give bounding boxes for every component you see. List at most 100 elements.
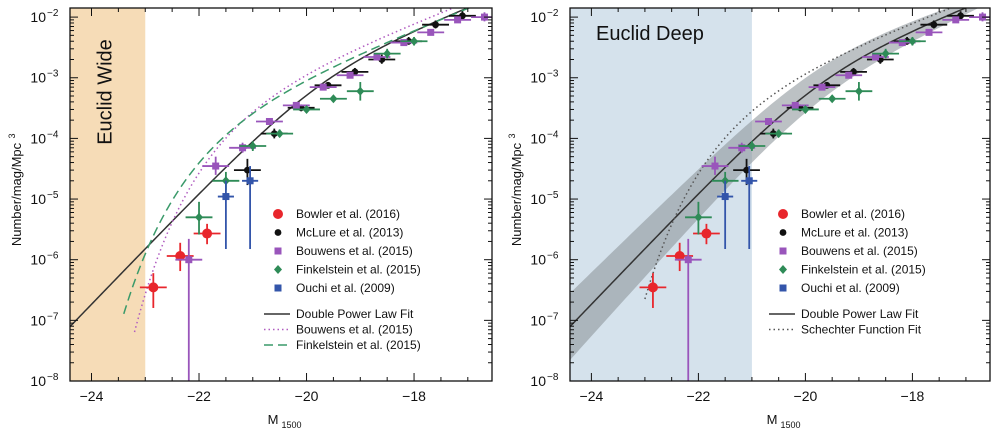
marker (828, 94, 837, 104)
marker (319, 83, 327, 91)
data-point (373, 48, 401, 59)
y-tick-label: 10 (530, 191, 546, 207)
legend-marker (779, 229, 787, 236)
data-point (256, 117, 283, 125)
data-point (336, 71, 364, 79)
series-2 (233, 11, 476, 186)
legend-marker (273, 209, 283, 219)
chart-panel-2: −24 −22 −20 −1810−810−710−610−510−410−310−2… (507, 7, 991, 430)
data-point (738, 141, 766, 151)
data-point (400, 36, 428, 46)
fit-line-2 (133, 8, 456, 333)
series-3 (674, 12, 990, 381)
marker (774, 129, 783, 139)
legend: Bowler et al. (2016) McLure et al. (2013)… (264, 207, 421, 352)
marker (246, 177, 254, 185)
marker (818, 83, 826, 91)
marker (244, 166, 251, 174)
marker (745, 177, 753, 185)
marker (674, 251, 685, 262)
y-axis-label: Number/mag/Mpc (9, 142, 24, 246)
data-point (818, 94, 846, 104)
y-axis-label-superscript: 3 (7, 133, 17, 138)
legend-marker (779, 247, 787, 255)
legend-marker (274, 229, 282, 236)
data-point (792, 104, 819, 114)
data-point (717, 180, 734, 250)
marker (400, 39, 408, 47)
data-point (266, 129, 294, 139)
marker (292, 101, 300, 109)
marker (908, 36, 917, 46)
marker (738, 144, 746, 152)
data-point (639, 273, 667, 308)
data-point (448, 11, 476, 20)
data-point (915, 28, 943, 36)
legend-marker (274, 265, 282, 274)
marker (239, 144, 247, 152)
series-4 (185, 36, 428, 235)
marker (346, 71, 354, 79)
y-tick-label: 10 (530, 373, 546, 389)
data-point (217, 180, 234, 250)
series-2 (733, 11, 974, 186)
x-tick-label: −20 (295, 388, 319, 404)
data-point (947, 11, 974, 20)
marker (711, 162, 719, 170)
legend-label: Bouwens et al. (2015) (296, 323, 413, 337)
axes-frame (69, 7, 493, 382)
data-point (808, 83, 836, 91)
data-point (899, 36, 926, 46)
data-point (319, 94, 347, 104)
y-tick-label: 10 (30, 9, 46, 25)
y-tick-exponent: −6 (47, 251, 59, 262)
marker (694, 212, 703, 222)
y-tick-exponent: −5 (47, 190, 59, 201)
data-point (835, 71, 863, 79)
data-point (674, 238, 702, 381)
y-tick-exponent: −7 (547, 311, 559, 322)
y-tick-exponent: −8 (547, 372, 559, 383)
marker (265, 117, 273, 125)
marker (898, 39, 906, 47)
legend-label: Finkelstein et al. (2015) (296, 263, 421, 277)
y-tick-exponent: −2 (547, 8, 559, 19)
marker (383, 49, 392, 59)
y-tick-exponent: −8 (47, 372, 59, 383)
marker (427, 28, 435, 36)
data-point (755, 117, 782, 125)
y-tick-label: 10 (530, 312, 546, 328)
data-point (862, 53, 889, 61)
data-point (872, 48, 900, 59)
marker (854, 86, 863, 96)
x-tick-label: −20 (794, 388, 818, 404)
data-point (781, 101, 809, 109)
data-point (185, 201, 213, 235)
x-tick-label: −24 (80, 388, 104, 404)
data-point (282, 101, 310, 109)
data-point (346, 82, 374, 101)
marker (747, 141, 756, 151)
x-tick-label: −22 (687, 388, 711, 404)
y-tick-exponent: −4 (47, 129, 59, 140)
marker (302, 104, 311, 114)
legend-label: Finkelstein et al. (2015) (801, 263, 926, 277)
marker (248, 141, 257, 151)
data-point (942, 16, 970, 24)
data-point (422, 20, 449, 29)
y-tick-label: 10 (30, 70, 46, 86)
data-point (845, 82, 873, 101)
data-point (444, 16, 472, 24)
series-5 (217, 166, 259, 250)
marker (881, 49, 890, 59)
axes-frame (569, 7, 991, 382)
survey-region-label: Euclid Deep (596, 23, 704, 45)
marker (801, 104, 810, 114)
y-tick-label: 10 (530, 252, 546, 268)
y-tick-exponent: −5 (547, 190, 559, 201)
marker (275, 129, 284, 139)
y-tick-label: 10 (530, 70, 546, 86)
legend-marker (274, 247, 282, 255)
marker (952, 16, 960, 24)
data-point (175, 238, 203, 381)
